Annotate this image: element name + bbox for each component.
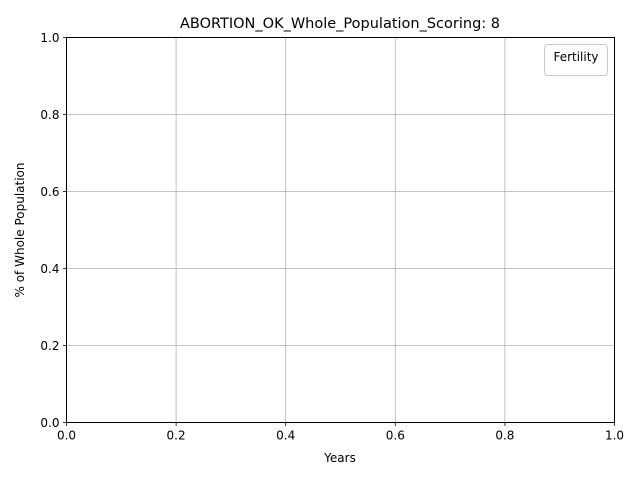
y-tick-label: 0.8 xyxy=(40,108,59,122)
x-tick-label: 0.4 xyxy=(276,429,295,443)
y-tick-label: 0.6 xyxy=(40,185,59,199)
legend-box xyxy=(544,44,608,76)
x-tick-label: 0.6 xyxy=(386,429,405,443)
x-tick-label: 0.2 xyxy=(167,429,186,443)
grid xyxy=(66,37,615,423)
legend-title: Fertility xyxy=(553,50,598,64)
y-tick-label: 0.0 xyxy=(40,416,59,430)
x-tick-label: 0.8 xyxy=(495,429,514,443)
legend: Fertility xyxy=(544,44,608,76)
x-axis-label: Years xyxy=(323,451,356,465)
y-tick-label: 0.4 xyxy=(40,262,59,276)
x-tick-label: 1.0 xyxy=(605,429,624,443)
y-axis-label: % of Whole Population xyxy=(13,163,27,298)
y-tick-label: 1.0 xyxy=(40,31,59,45)
chart-title: ABORTION_OK_Whole_Population_Scoring: 8 xyxy=(180,16,500,32)
plot-area-frame xyxy=(66,37,615,423)
x-tick-label: 0.0 xyxy=(57,429,76,443)
x-axis-ticks: 0.0 0.2 0.4 0.6 0.8 1.0 xyxy=(57,422,624,443)
y-axis-ticks: 0.0 0.2 0.4 0.6 0.8 1.0 xyxy=(40,31,67,430)
y-tick-label: 0.2 xyxy=(40,339,59,353)
